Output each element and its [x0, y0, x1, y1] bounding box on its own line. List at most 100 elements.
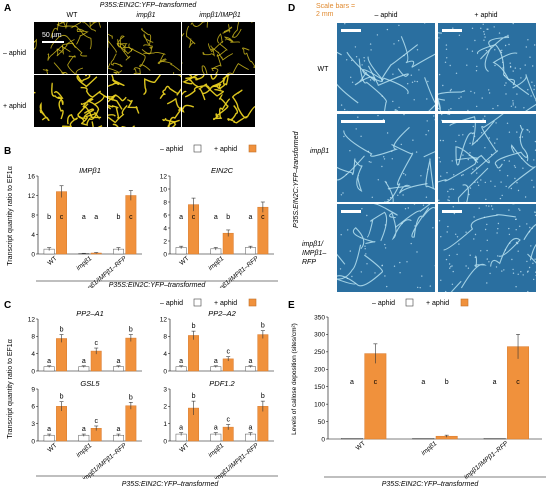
x-tick-label: WT [178, 255, 190, 267]
significance-letter: b [226, 214, 230, 221]
x-tick-label: impβ1 [420, 440, 438, 457]
bar [483, 438, 506, 440]
chart-e: 0 50 100 150 200 250 300 350 a c WT a b impβ1 a c impβ1/… [291, 314, 546, 481]
significance-letter: c [516, 379, 520, 386]
y-tick-label: 1 [163, 421, 167, 428]
y-tick-label: 100 [314, 401, 325, 408]
significance-letter: c [94, 418, 98, 425]
confocal-image [108, 75, 181, 127]
y-tick-label: 2 [163, 238, 167, 245]
panel-label-a: A [4, 3, 12, 14]
legend-e: – aphid + aphid [372, 298, 469, 307]
legend-c: – aphid + aphid [160, 298, 257, 307]
significance-letter: b [445, 379, 449, 386]
bar [56, 406, 67, 442]
significance-letter: b [60, 327, 64, 334]
panel-c-footer: P35S:EIN2C:YFP–transformed [121, 481, 219, 488]
confocal-image [34, 22, 107, 74]
y-tick-label: 300 [314, 332, 325, 339]
leaf-image [437, 22, 537, 112]
y-tick-label: 12 [28, 316, 36, 323]
leaf-scale-bar [341, 120, 385, 123]
leaf-scale-bar [442, 29, 462, 32]
y-tick-label: 0 [31, 438, 35, 445]
panel-label-b: B [4, 146, 12, 157]
y-tick-label: 4 [163, 225, 167, 232]
y-tick-label: 0 [31, 251, 35, 258]
y-tick-label: 8 [163, 199, 167, 206]
significance-letter: a [47, 426, 51, 433]
leaf-scale-bar [341, 210, 361, 213]
significance-letter: a [249, 425, 253, 432]
bar [56, 338, 67, 372]
significance-letter: c [94, 340, 98, 347]
x-tick-label: WT [355, 440, 367, 452]
panel-d-side-title: P35S:EIN2C:YFP–transformed [293, 131, 300, 229]
panel-d-row-impb1: impβ1 [310, 148, 330, 155]
significance-letter: a [350, 379, 354, 386]
y-tick-label: 250 [314, 349, 325, 356]
panel-a-scale-bar [42, 41, 64, 43]
leaf-scale-bar [442, 120, 486, 123]
y-tick-label: 6 [163, 212, 167, 219]
panel-a-col-wt: WT [66, 12, 78, 19]
y-tick-label: 4 [31, 232, 35, 239]
significance-letter: c [129, 214, 133, 221]
y-tick-label: 150 [314, 384, 325, 391]
panel-d-col-minus: – aphid [374, 12, 398, 19]
bar [364, 353, 387, 440]
significance-letter: a [179, 358, 183, 365]
chart-title: PDF1.2 [209, 379, 235, 388]
significance-letter: b [192, 323, 196, 330]
y-tick-label: 0 [321, 436, 325, 443]
x-tick-label: WT [46, 255, 58, 267]
legend-minus-label: – aphid [160, 300, 183, 307]
legend-plus-swatch [460, 298, 469, 307]
significance-letter: b [261, 323, 265, 330]
legend-plus-swatch [248, 144, 257, 153]
panel-a-title: P35S:EIN2C:YFP–transformed [99, 2, 197, 9]
significance-letter: a [249, 358, 253, 365]
y-tick-label: 50 [318, 419, 326, 426]
significance-letter: a [214, 214, 218, 221]
x-tick-label: WT [46, 442, 58, 454]
significance-letter: a [249, 214, 253, 221]
confocal-image [34, 75, 107, 127]
panel-a-row-minus: – aphid [3, 50, 26, 57]
legend-b: – aphid + aphid [160, 144, 257, 153]
legend-plus-label: + aphid [426, 300, 449, 307]
significance-letter: a [82, 214, 86, 221]
bar [56, 191, 67, 255]
panel-label-e: E [288, 300, 295, 311]
significance-letter: b [47, 214, 51, 221]
chart-title: GSL5 [80, 379, 100, 388]
x-tick-label: impβ1 [207, 442, 225, 459]
y-tick-label: 9 [31, 386, 35, 393]
panel-d-row-wt: WT [317, 66, 329, 73]
leaf-image [336, 22, 436, 112]
bar [257, 406, 269, 442]
significance-letter: a [179, 425, 183, 432]
leaf-scale-bar [442, 210, 462, 213]
x-tick-label: WT [178, 442, 190, 454]
y-tick-label: 3 [31, 421, 35, 428]
significance-letter: c [226, 349, 230, 356]
leaf-image [437, 113, 537, 203]
legend-minus-swatch [193, 144, 202, 153]
y-tick-label: 12 [28, 193, 36, 200]
y-tick-label: 16 [28, 173, 36, 180]
significance-letter: a [117, 358, 121, 365]
y-tick-label: 4 [163, 351, 167, 358]
y-axis-title: Levels of callose deposition (sites/cm²) [291, 323, 298, 435]
significance-letter: a [493, 379, 497, 386]
confocal-image [182, 75, 255, 127]
significance-letter: a [421, 379, 425, 386]
chart-title: PP2–A1 [76, 309, 104, 318]
legend-minus-swatch [405, 298, 414, 307]
y-tick-label: 350 [314, 314, 325, 321]
x-tick-label: impβ1/IMPβ1–RFP [463, 440, 510, 481]
chart-title: EIN2C [211, 166, 234, 175]
panel-e-footer: P35S:EIN2C:YFP–transformed [381, 481, 479, 488]
y-tick-label: 12 [160, 173, 168, 180]
